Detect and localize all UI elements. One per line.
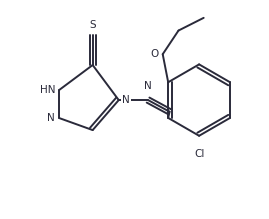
- Text: N: N: [122, 95, 130, 105]
- Text: O: O: [150, 49, 158, 59]
- Text: S: S: [89, 19, 96, 30]
- Text: Cl: Cl: [194, 149, 204, 159]
- Text: N: N: [144, 81, 152, 91]
- Text: N: N: [47, 113, 55, 123]
- Text: HN: HN: [40, 85, 55, 95]
